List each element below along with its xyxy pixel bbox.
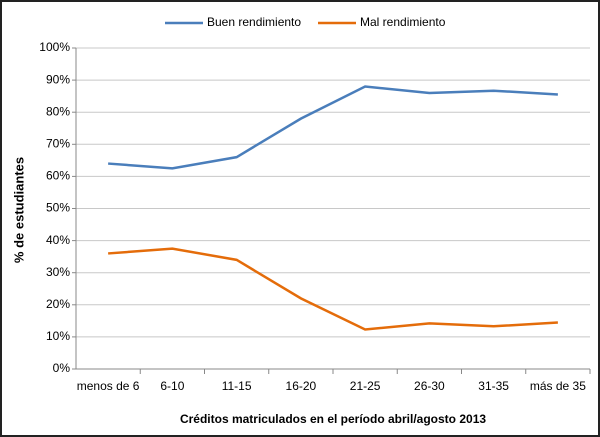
y-tick-label: 80% <box>46 104 70 118</box>
y-tick-label: 70% <box>46 136 70 150</box>
x-axis-title: Créditos matriculados en el período abri… <box>180 412 486 426</box>
y-tick-label: 50% <box>46 201 70 215</box>
y-tick-label: 30% <box>46 265 70 279</box>
x-tick-label: más de 35 <box>530 379 586 393</box>
y-tick-label: 0% <box>53 361 71 375</box>
y-tick-label: 60% <box>46 169 70 183</box>
x-tick-label: 21-25 <box>350 379 381 393</box>
x-tick-label: menos de 6 <box>77 379 140 393</box>
line-series <box>108 85 558 170</box>
y-tick-label: 10% <box>46 329 70 343</box>
legend-label: Mal rendimiento <box>360 15 446 29</box>
x-tick-label: 31-35 <box>478 379 509 393</box>
y-tick-label: 90% <box>46 72 70 86</box>
line-series <box>108 247 558 331</box>
x-tick-label: 11-15 <box>222 379 252 393</box>
x-tick-label: 16-20 <box>286 379 317 393</box>
x-tick-label: 26-30 <box>414 379 445 393</box>
y-tick-label: 40% <box>46 233 70 247</box>
y-tick-label: 20% <box>46 297 70 311</box>
legend-label: Buen rendimiento <box>207 15 301 29</box>
x-tick-label: 6-10 <box>160 379 184 393</box>
y-axis-title: % de estudiantes <box>11 157 26 263</box>
y-tick-label: 100% <box>39 40 70 54</box>
